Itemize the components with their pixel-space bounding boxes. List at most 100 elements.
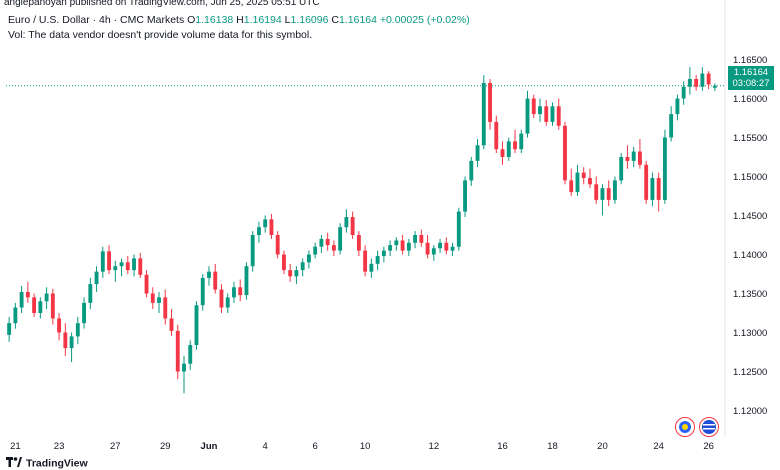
candle-body xyxy=(200,277,205,306)
candle-body xyxy=(625,157,630,161)
candle-body xyxy=(225,297,230,308)
candle-body xyxy=(25,291,30,298)
x-tick-label: 23 xyxy=(54,441,65,452)
candle-body xyxy=(375,256,380,264)
candle-body xyxy=(669,114,674,138)
candle-body xyxy=(650,178,655,200)
candle-body xyxy=(288,270,293,277)
candle-body xyxy=(257,227,261,235)
candle-body xyxy=(125,262,130,271)
candle-body xyxy=(306,254,311,263)
candle-body xyxy=(644,164,649,200)
y-tick-label: 1.14500 xyxy=(733,211,767,222)
symbol-legend: Euro / U.S. Dollar · 4h · CMC Markets O1… xyxy=(8,14,470,26)
candle-body xyxy=(344,217,349,228)
candle-body xyxy=(637,151,642,165)
candle-body xyxy=(13,307,18,324)
candle-body xyxy=(606,188,611,200)
candle-body xyxy=(350,217,355,235)
candle-body xyxy=(238,287,243,296)
y-tick-label: 1.15500 xyxy=(733,133,767,144)
candle-body xyxy=(38,301,43,313)
candle-body xyxy=(294,270,299,277)
candle-body xyxy=(675,98,680,115)
brand-name: TradingView xyxy=(26,457,88,470)
candle-body xyxy=(363,250,368,272)
x-tick-label: 16 xyxy=(497,441,508,452)
candle-body xyxy=(681,86,686,99)
y-tick-label: 1.12500 xyxy=(733,367,767,378)
candle-body xyxy=(338,227,343,251)
candle-body xyxy=(581,172,586,179)
candle-body xyxy=(450,246,455,251)
x-tick-label: 24 xyxy=(653,441,664,452)
candle-body xyxy=(88,284,93,303)
x-tick-label: 26 xyxy=(703,441,714,452)
candle-body xyxy=(712,85,717,88)
last-price-tag: 1.16164 03:08:27 xyxy=(728,66,774,90)
candle-body xyxy=(281,254,286,271)
ohlc-key: H xyxy=(236,14,244,26)
candle-body xyxy=(519,133,524,150)
candle-body xyxy=(188,344,193,364)
candle-body xyxy=(662,137,667,200)
candle-body xyxy=(425,242,430,255)
y-tick-label: 1.16500 xyxy=(733,55,767,66)
candle-body xyxy=(538,106,542,115)
candle-body xyxy=(500,149,505,157)
candle-body xyxy=(169,318,174,331)
candle-body xyxy=(550,106,555,122)
ohlc-value: 1.16194 xyxy=(243,14,285,26)
candle-body xyxy=(63,332,68,349)
candle-body xyxy=(400,240,405,251)
x-tick-label: 4 xyxy=(263,441,268,452)
candle-body xyxy=(113,266,118,271)
candle-body xyxy=(232,287,236,298)
eu-flag-icon[interactable] xyxy=(675,417,695,437)
candle-body xyxy=(481,82,486,146)
candle-body xyxy=(494,121,499,150)
publisher-line: anglepanoyan published on TradingView.co… xyxy=(4,0,320,8)
candle-body xyxy=(456,211,461,247)
x-tick-label: 12 xyxy=(429,441,440,452)
candle-body xyxy=(444,242,449,251)
y-tick-label: 1.13000 xyxy=(733,328,767,339)
tradingview-logo-icon xyxy=(6,457,22,470)
candle-body xyxy=(244,266,249,296)
candle-body xyxy=(613,180,617,200)
y-tick-label: 1.12000 xyxy=(733,406,767,417)
candle-body xyxy=(419,235,424,243)
tradingview-brand[interactable]: TradingView xyxy=(6,457,88,470)
candle-body xyxy=(531,98,536,115)
candle-body xyxy=(269,219,274,235)
y-tick-label: 1.15000 xyxy=(733,172,767,183)
candle-body xyxy=(69,336,74,349)
x-tick-label: 21 xyxy=(10,441,21,452)
candle-body xyxy=(388,245,393,251)
candle-body xyxy=(44,293,49,302)
bar-countdown: 03:08:27 xyxy=(732,78,770,89)
candle-body xyxy=(82,302,87,324)
ohlc-value: 1.16138 xyxy=(195,14,237,26)
price-change: +0.00025 (+0.02%) xyxy=(379,14,470,26)
x-tick-label: Jun xyxy=(201,441,218,452)
x-tick-label: 29 xyxy=(160,441,171,452)
candle-body xyxy=(132,258,136,271)
symbol-name[interactable]: Euro / U.S. Dollar · 4h · CMC Markets xyxy=(8,14,185,26)
candle-body xyxy=(331,245,336,251)
last-price-value: 1.16164 xyxy=(733,67,769,78)
candle-body xyxy=(119,262,124,267)
x-tick-label: 18 xyxy=(547,441,558,452)
candle-body xyxy=(700,73,705,87)
candle-body xyxy=(175,330,180,372)
candle-body xyxy=(706,73,711,85)
x-tick-label: 10 xyxy=(360,441,371,452)
candle-body xyxy=(194,305,199,345)
ohlc-key: L xyxy=(284,14,291,26)
candle-body xyxy=(144,274,149,294)
y-tick-label: 1.14000 xyxy=(733,250,767,261)
us-flag-icon[interactable] xyxy=(699,417,719,437)
candle-body xyxy=(313,246,318,255)
candle-body xyxy=(488,82,492,122)
